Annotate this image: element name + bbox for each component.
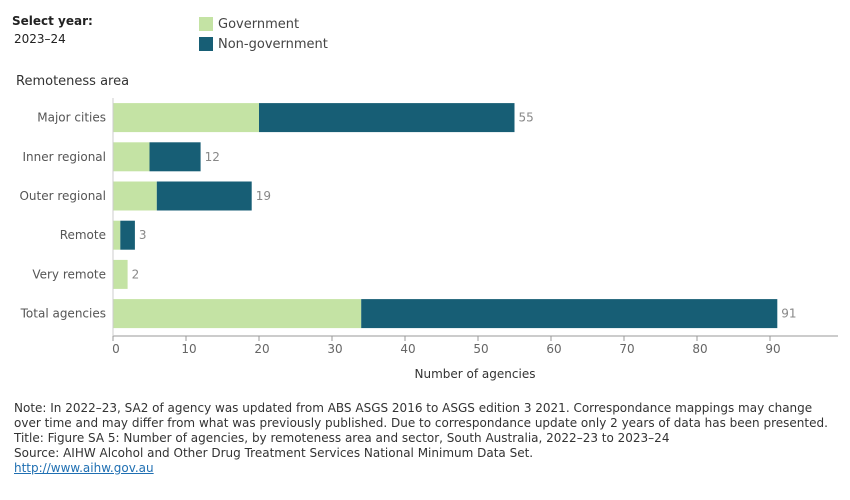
category-label-outer-regional: Outer regional	[19, 189, 106, 203]
bar-non-government-outer-regional	[156, 181, 252, 211]
notes-section: Note: In 2022–23, SA2 of agency was upda…	[14, 401, 836, 476]
x-tick-label-50: 50	[473, 342, 488, 356]
bar-non-government-major-cities	[259, 103, 515, 133]
bar-government-remote	[113, 220, 121, 250]
x-tick-label-80: 80	[692, 342, 707, 356]
x-tick-label-0: 0	[112, 342, 120, 356]
x-tick-label-60: 60	[546, 342, 561, 356]
legend-item-government[interactable]: Government	[199, 14, 328, 34]
legend: Government Non-government	[199, 14, 328, 54]
total-label-total-agencies: 91	[781, 307, 796, 321]
x-tick-label-40: 40	[400, 342, 415, 356]
bar-non-government-inner-regional	[149, 142, 201, 172]
bar-government-outer-regional	[113, 181, 157, 211]
x-tick-label-90: 90	[765, 342, 780, 356]
total-label-outer-regional: 19	[256, 189, 271, 203]
bar-chart: Major cities 55 Inner regional 12 Outer regi…	[19, 98, 838, 381]
bar-government-major-cities	[113, 103, 259, 133]
category-label-remote: Remote	[60, 228, 106, 242]
total-label-inner-regional: 12	[205, 150, 220, 164]
legend-label-government: Government	[218, 16, 300, 32]
x-axis-title: Number of agencies	[415, 367, 536, 381]
source-text: Source: AIHW Alcohol and Other Drug Trea…	[14, 446, 534, 460]
x-tick-label-20: 20	[254, 342, 269, 356]
bar-government-very-remote	[113, 259, 128, 289]
bar-government-total-agencies	[113, 299, 362, 329]
year-filter-value[interactable]: 2023–24	[14, 32, 66, 46]
x-tick-label-30: 30	[327, 342, 342, 356]
x-tick-label-70: 70	[619, 342, 634, 356]
bar-non-government-total-agencies	[361, 299, 778, 329]
note-text: Note: In 2022–23, SA2 of agency was upda…	[14, 401, 828, 430]
y-axis-heading: Remoteness area	[16, 74, 130, 89]
category-label-very-remote: Very remote	[32, 267, 106, 281]
category-label-major-cities: Major cities	[37, 111, 106, 125]
legend-swatch-non-government	[199, 37, 213, 51]
legend-swatch-government	[199, 17, 213, 31]
x-tick-label-10: 10	[181, 342, 196, 356]
total-label-very-remote: 2	[132, 267, 140, 281]
bar-government-inner-regional	[113, 142, 150, 172]
total-label-major-cities: 55	[519, 111, 534, 125]
category-label-total-agencies: Total agencies	[20, 307, 106, 321]
year-filter-label: Select year:	[12, 14, 93, 28]
legend-item-non-government[interactable]: Non-government	[199, 34, 328, 54]
category-label-inner-regional: Inner regional	[22, 150, 106, 164]
aihw-link[interactable]: http://www.aihw.gov.au	[14, 461, 154, 475]
bar-non-government-remote	[120, 220, 135, 250]
legend-label-non-government: Non-government	[218, 36, 328, 52]
figure-title-text: Title: Figure SA 5: Number of agencies, …	[14, 431, 670, 445]
total-label-remote: 3	[139, 228, 147, 242]
